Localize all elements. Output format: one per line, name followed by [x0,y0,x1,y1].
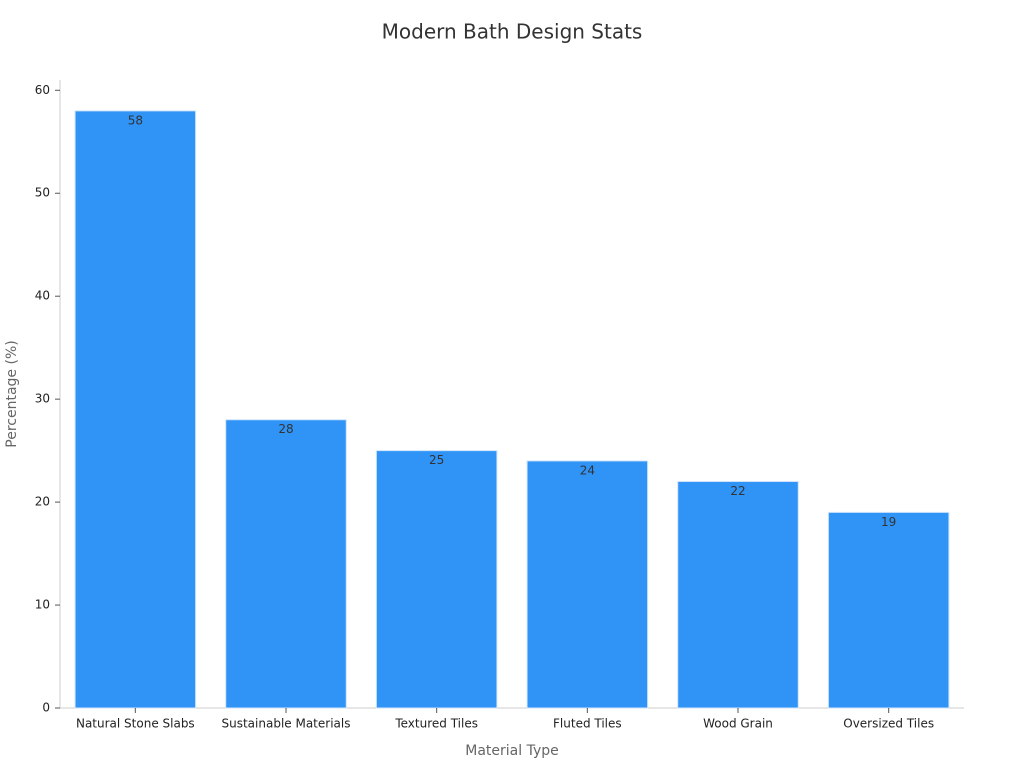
x-axis-label: Material Type [465,743,558,759]
x-tick-label: Natural Stone Slabs [76,717,195,731]
y-tick-label: 60 [35,83,50,97]
data-label: 28 [278,422,293,436]
x-tick-label: Textured Tiles [394,717,478,731]
x-tick-label: Fluted Tiles [553,717,622,731]
bar [225,419,347,709]
y-tick-label: 0 [42,701,50,715]
y-axis-label: Percentage (%) [4,340,20,447]
y-tick-label: 20 [35,495,50,509]
data-label: 24 [580,463,595,477]
data-label: 19 [881,515,896,529]
y-tick-label: 50 [35,186,50,200]
bar [827,511,950,709]
x-tick-label: Wood Grain [703,717,773,731]
x-tick-label: Oversized Tiles [843,717,934,731]
y-tick-label: 40 [35,289,50,303]
x-tick-label: Sustainable Materials [222,717,351,731]
data-label: 25 [429,453,444,467]
chart-title: Modern Bath Design Stats [382,20,643,44]
bar [677,481,799,709]
y-tick-label: 30 [35,392,50,406]
y-tick-label: 10 [35,598,50,612]
data-label: 58 [128,113,143,127]
data-label: 22 [730,484,745,498]
bar [526,460,649,709]
bar [375,450,498,709]
bar [74,110,197,709]
